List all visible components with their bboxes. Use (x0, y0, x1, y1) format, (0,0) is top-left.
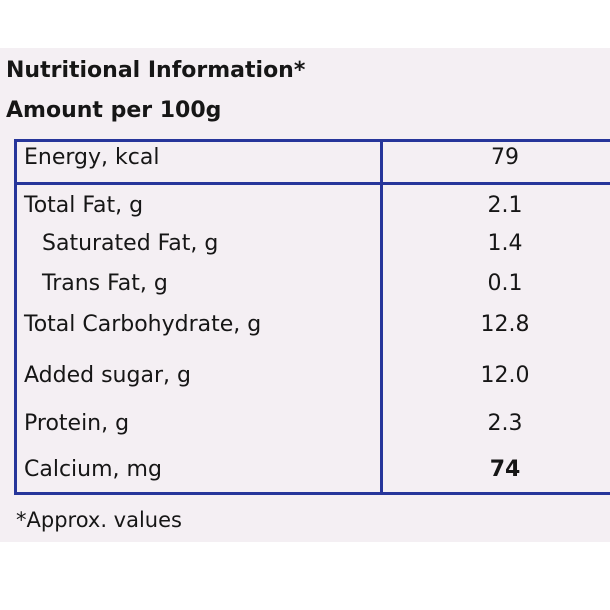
nutrient-value: 79 (491, 145, 519, 170)
nutrient-value: 2.1 (487, 193, 523, 218)
nutrient-value: 74 (489, 457, 521, 482)
table-border-top (14, 139, 610, 142)
label-panel (0, 48, 610, 542)
nutrient-value: 2.3 (487, 411, 523, 436)
table-divider (14, 182, 610, 185)
nutrient-name: Energy, kcal (24, 145, 160, 170)
table-border-left (14, 139, 17, 495)
table-border-bottom (14, 492, 610, 495)
nutrient-value: 0.1 (487, 271, 523, 296)
nutrient-name: Trans Fat, g (42, 271, 168, 296)
nutrient-name: Total Fat, g (24, 193, 144, 218)
nutrient-value: 1.4 (487, 231, 523, 256)
nutrient-name: Added sugar, g (24, 363, 191, 388)
nutrient-name: Total Carbohydrate, g (24, 312, 262, 337)
column-divider (380, 139, 383, 495)
subtitle: Amount per 100g (6, 98, 222, 123)
nutrient-name: Calcium, mg (24, 457, 162, 482)
nutrient-value: 12.0 (480, 363, 530, 388)
nutrient-value: 12.8 (480, 312, 530, 337)
nutrient-name: Saturated Fat, g (42, 231, 219, 256)
footnote: *Approx. values (16, 508, 182, 532)
title: Nutritional Information* (6, 58, 306, 83)
nutrient-name: Protein, g (24, 411, 130, 436)
